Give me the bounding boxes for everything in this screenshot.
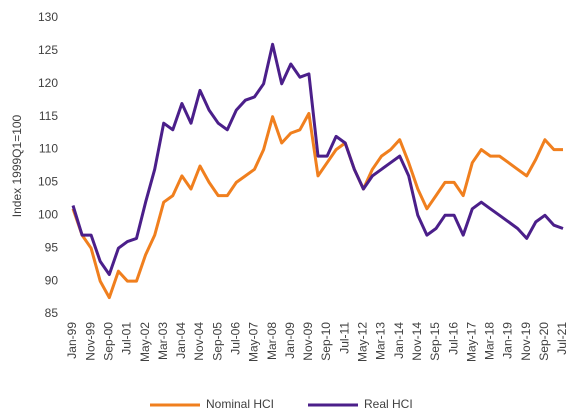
x-tick-label: Nov-99 (83, 322, 97, 361)
x-tick-label: Jan-99 (65, 322, 79, 359)
x-tick-label: Jul-01 (120, 322, 134, 355)
x-tick-label: Mar-18 (483, 322, 497, 360)
x-tick-label: Jan-04 (174, 322, 188, 359)
x-tick-label: Jul-11 (337, 322, 351, 354)
x-tick-label: Sep-15 (428, 322, 442, 361)
x-tick-label: Sep-05 (210, 322, 224, 361)
x-tick-label: Nov-04 (192, 322, 206, 361)
y-tick-label: 120 (38, 76, 58, 90)
x-tick-label: Jan-19 (501, 322, 515, 359)
x-tick-label: Mar-03 (156, 322, 170, 360)
x-tick-label: Sep-20 (537, 322, 551, 361)
x-tick-label: Jul-16 (446, 322, 460, 355)
x-tick-label: May-17 (464, 322, 478, 362)
y-tick-label: 95 (45, 240, 59, 254)
x-tick-label: Jan-14 (392, 322, 406, 359)
y-tick-label: 90 (45, 273, 59, 287)
y-tick-label: 125 (38, 43, 58, 57)
y-tick-label: 85 (45, 306, 59, 320)
x-tick-label: Nov-14 (410, 322, 424, 361)
y-tick-label: 100 (38, 208, 58, 222)
x-tick-label: May-12 (356, 322, 370, 362)
x-tick-label: Sep-10 (319, 322, 333, 361)
x-tick-label: May-07 (247, 322, 261, 362)
x-tick-label: Jan-09 (283, 322, 297, 359)
x-tick-label: Nov-19 (519, 322, 533, 361)
series-line (71, 42, 564, 276)
x-tick-label: Sep-00 (101, 322, 115, 361)
x-tick-label: May-02 (138, 322, 152, 362)
y-tick-label: 110 (39, 142, 58, 156)
y-tick-label: 115 (39, 109, 58, 123)
y-tick-label: 105 (38, 175, 58, 189)
y-axis-label: Index 1999Q1=100 (10, 114, 24, 217)
x-tick-label: Jul-06 (229, 322, 243, 355)
series-line (71, 111, 563, 300)
x-tick-label: Mar-13 (374, 322, 388, 360)
y-tick-label: 130 (38, 10, 58, 24)
legend-label: Nominal HCI (206, 397, 274, 411)
legend-label: Real HCI (364, 397, 413, 411)
x-tick-label: Nov-09 (301, 322, 315, 361)
x-tick-label: Jul-21 (555, 322, 566, 355)
x-tick-label: Mar-08 (265, 322, 279, 360)
